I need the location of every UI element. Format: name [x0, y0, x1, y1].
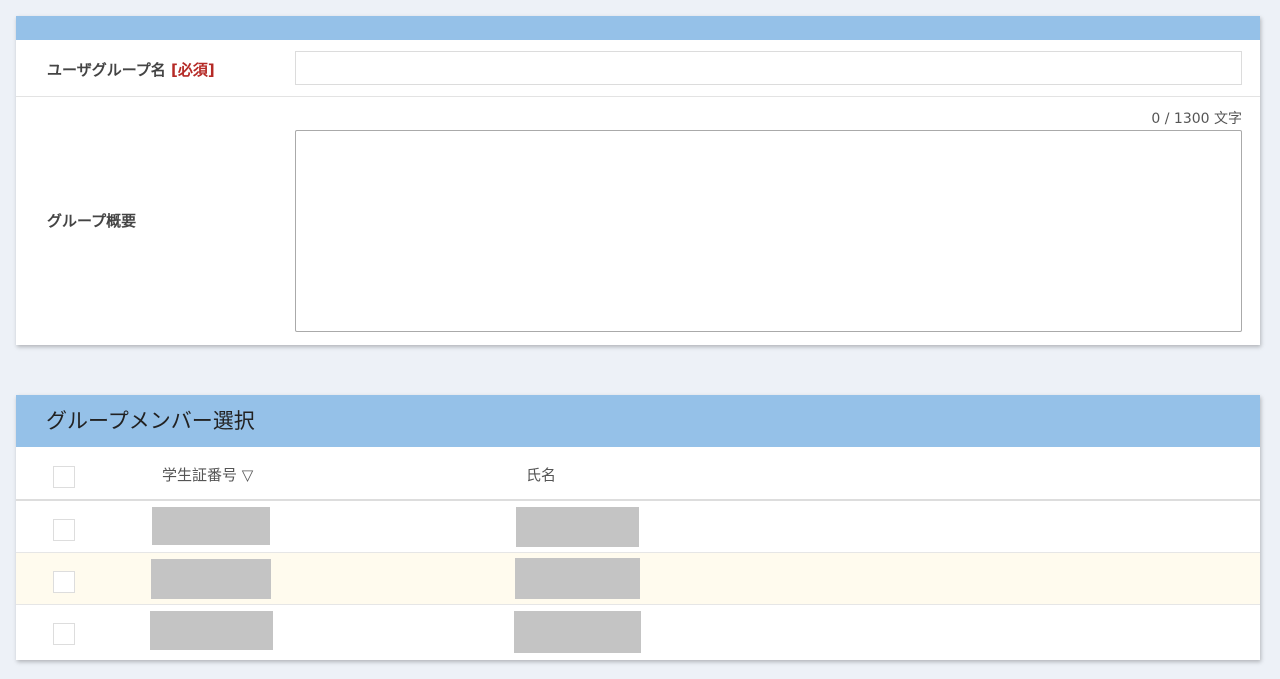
table-row[interactable] [16, 501, 1260, 553]
group-summary-label: グループ概要 [47, 212, 137, 230]
table-header: 学生証番号 ▽ 氏名 [16, 447, 1260, 501]
group-name-input[interactable] [295, 51, 1242, 85]
char-counter: 0 / 1300 文字 [1151, 111, 1242, 127]
redacted-student-id [150, 611, 273, 650]
redacted-name [516, 507, 639, 547]
required-badge: [必須] [171, 61, 215, 79]
column-student-id[interactable]: 学生証番号 ▽ [162, 466, 254, 484]
redacted-name [514, 611, 641, 653]
redacted-student-id [151, 559, 271, 599]
row-checkbox[interactable] [53, 519, 75, 541]
group-form-card: ユーザグループ名 [必須] 0 / 1300 文字 グループ概要 [16, 16, 1260, 345]
card-header-bar [16, 16, 1260, 40]
row-checkbox[interactable] [53, 571, 75, 593]
column-name: 氏名 [526, 466, 557, 484]
row-checkbox[interactable] [53, 623, 75, 645]
member-select-title: グループメンバー選択 [16, 395, 1260, 447]
group-name-label-text: ユーザグループ名 [47, 61, 166, 79]
group-summary-textarea[interactable] [295, 130, 1242, 332]
member-select-card: グループメンバー選択 学生証番号 ▽ 氏名 [16, 395, 1260, 660]
table-row[interactable] [16, 553, 1260, 605]
group-name-label: ユーザグループ名 [必須] [47, 59, 215, 80]
redacted-student-id [152, 507, 270, 545]
select-all-checkbox[interactable] [53, 466, 75, 488]
redacted-name [515, 558, 640, 599]
table-row[interactable] [16, 605, 1260, 657]
group-name-row: ユーザグループ名 [必須] [16, 40, 1260, 97]
